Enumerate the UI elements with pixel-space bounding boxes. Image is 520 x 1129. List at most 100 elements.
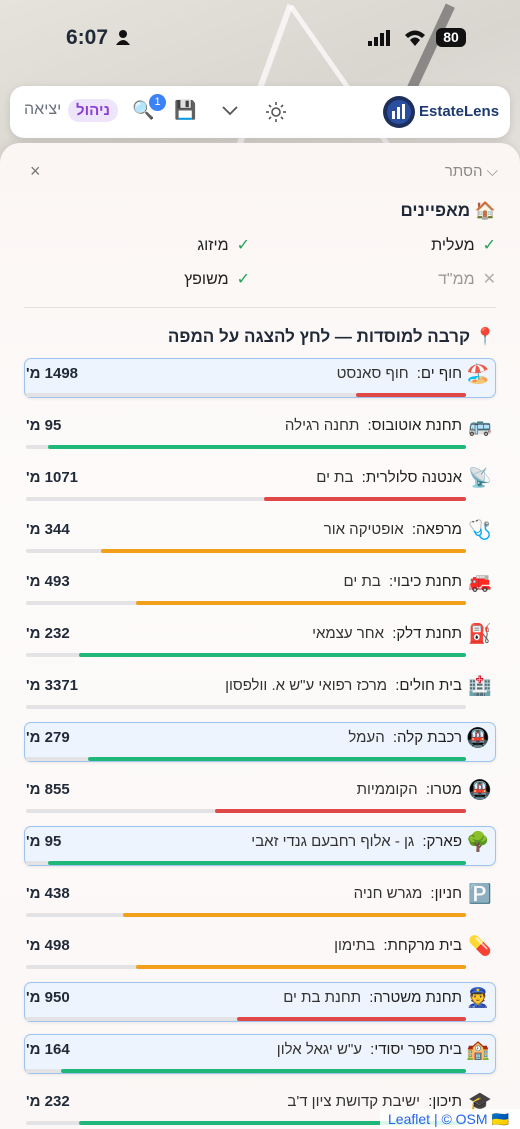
row-label: רכבת קלה:: [392, 729, 462, 746]
progress-fill: [356, 393, 466, 397]
row-label: תחנת אוטובוס:: [367, 417, 462, 434]
row-text: תחנת דלק: אחר עצמאי: [312, 625, 462, 642]
progress-track: [26, 1017, 466, 1021]
feature-mark: ✓: [236, 271, 250, 288]
proximity-row[interactable]: [24, 358, 496, 398]
admin-button[interactable]: ניהול: [68, 99, 118, 122]
person-icon: [116, 29, 130, 45]
theme-button[interactable]: [266, 102, 286, 122]
row-text: רכבת קלה: העמל: [348, 729, 462, 746]
row-text: אנטנה סלולרית: בת ים: [316, 469, 462, 486]
row-text: בית חולים: מרכז רפואי ע"ש א. וולפסון: [225, 677, 462, 694]
row-icon: 🌳: [466, 832, 490, 853]
row-label: תחנת דלק:: [392, 625, 462, 642]
signal-icon: [368, 30, 390, 46]
row-name: חוף סאנסט: [336, 365, 409, 382]
progress-fill: [215, 809, 466, 813]
row-icon: 🩺: [468, 520, 492, 541]
progress-track: [26, 549, 466, 553]
logo-icon: [383, 96, 415, 128]
row-icon: 🚌: [468, 416, 492, 437]
toolbar: יציאה ניהול 🔍 1 💾 EstateLens: [10, 86, 510, 138]
save-button[interactable]: 💾: [174, 100, 197, 120]
progress-track: [26, 653, 466, 657]
row-icon: 👮: [466, 988, 490, 1009]
row-distance: 1071 מ': [26, 469, 79, 486]
attribution: Leaflet | © OSM 🇺🇦: [380, 1109, 520, 1129]
row-distance: 344 מ': [26, 521, 70, 538]
row-label: בית חולים:: [395, 677, 462, 694]
feature: ✓ מיזוג: [197, 235, 250, 255]
row-distance: 164 מ': [26, 1041, 70, 1058]
row-label: חוף ים:: [416, 365, 462, 382]
row-text: מטרו: הקוממיות: [357, 781, 462, 798]
row-name: תחנה רגילה: [284, 417, 360, 434]
chevron: ⌵: [482, 163, 498, 180]
row-name: ע"ש יגאל אלון: [276, 1041, 362, 1058]
row-name: בת ים: [316, 469, 354, 486]
details-panel: × ⌵ הסתר 🏠 מאפיינים ✓ מעלית ✓ מיזוג ✕ ממ"ד ✓ מש…: [0, 143, 520, 1129]
row-icon: 🅿️: [468, 884, 492, 905]
progress-track: [26, 861, 466, 865]
features-title: מאפיינים: [400, 201, 471, 220]
feature-label: משופץ: [184, 271, 229, 288]
progress-track: [26, 913, 466, 917]
row-label: מטרו:: [425, 781, 462, 798]
row-icon: 🏫: [466, 1040, 490, 1061]
dropdown-button[interactable]: [222, 106, 238, 116]
wifi-icon: [405, 30, 425, 46]
row-text: פארק: גן - אלוף רחבעם גנדי זאבי: [251, 833, 462, 850]
icon: [116, 30, 130, 45]
row-distance: 498 מ': [26, 937, 70, 954]
row-label: תיכון:: [428, 1093, 462, 1110]
search-button[interactable]: 🔍: [132, 100, 155, 120]
row-text: תחנת משטרה: תחנת בת ים: [283, 989, 462, 1006]
features-icon: 🏠: [474, 201, 496, 220]
row-name: ישיבת קדושת ציון ד'ב: [287, 1093, 421, 1110]
close-button[interactable]: ×: [30, 161, 41, 181]
progress-fill: [237, 1017, 466, 1021]
row-label: בית מרקחת:: [383, 937, 462, 954]
leaflet-link[interactable]: Leaflet: [388, 1111, 431, 1127]
row-icon: 🚇: [468, 780, 492, 801]
progress-track: [26, 1121, 466, 1125]
features-heading: 🏠 מאפיינים: [400, 201, 496, 221]
proximity-row[interactable]: [24, 982, 496, 1022]
row-icon: 🎓: [468, 1092, 492, 1113]
feature: ✓ משופץ: [184, 269, 250, 289]
row-text: חניון: מגרש חניה: [354, 885, 462, 902]
row-distance: 232 מ': [26, 625, 70, 642]
row-name: הקוממיות: [356, 781, 418, 798]
progress-track: [26, 445, 466, 449]
feature-mark: ✕: [482, 271, 496, 288]
feature-label: ממ"ד: [438, 271, 475, 288]
row-label: תחנת כיבוי:: [388, 573, 462, 590]
osm-link[interactable]: | © OSM 🇺🇦: [433, 1111, 509, 1127]
progress-track: [26, 497, 466, 501]
row-icon: ⛽: [468, 624, 492, 645]
row-text: תחנת אוטובוס: תחנה רגילה: [285, 417, 462, 434]
row-name: בתימון: [334, 937, 376, 954]
feature-mark: ✓: [236, 237, 250, 254]
proximity-row[interactable]: [24, 826, 496, 866]
row-text: בית ספר יסודי: ע"ש יגאל אלון: [277, 1041, 462, 1058]
row-text: תחנת כיבוי: בת ים: [344, 573, 462, 590]
hide-button[interactable]: ⌵ הסתר: [445, 163, 498, 180]
row-name: העמל: [348, 729, 385, 746]
row-label: אנטנה סלולרית:: [361, 469, 462, 486]
progress-track: [26, 965, 466, 969]
proximity-row[interactable]: [24, 722, 496, 762]
progress-fill: [122, 913, 466, 917]
row-text: תיכון: ישיבת קדושת ציון ד'ב: [287, 1093, 462, 1110]
proximity-row[interactable]: [24, 1034, 496, 1074]
row-label: פארק:: [422, 833, 462, 850]
row-name: אחר עצמאי: [312, 625, 385, 642]
progress-fill: [48, 445, 466, 449]
progress-track: [26, 601, 466, 605]
row-distance: 279 מ': [26, 729, 70, 746]
row-name: אופטיקה אור: [323, 521, 404, 538]
exit-button[interactable]: יציאה: [24, 101, 62, 118]
feature: ✕ ממ"ד: [438, 269, 496, 289]
